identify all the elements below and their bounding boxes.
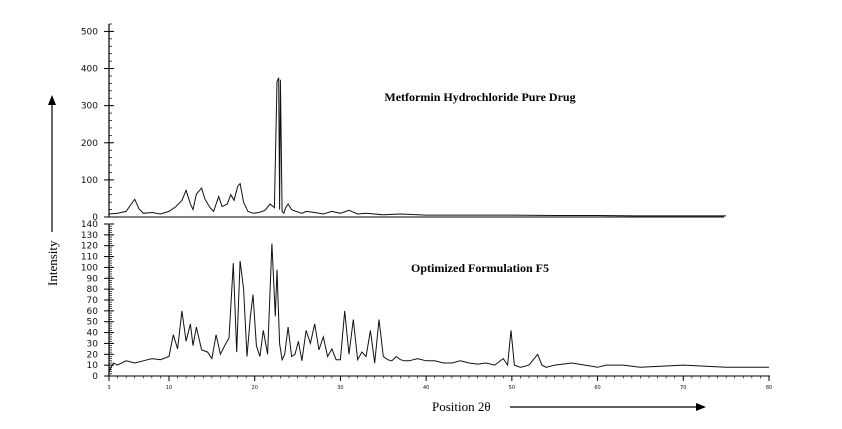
bottom-y-tick-label: 20 bbox=[87, 350, 99, 360]
bottom-y-tick-label: 100 bbox=[81, 263, 98, 273]
bottom-y-tick-label: 50 bbox=[87, 318, 99, 328]
bottom-y-tick-label: 0 bbox=[92, 372, 98, 382]
x-tick-label: 80 bbox=[766, 385, 772, 391]
top-panel: 0 100 200 300 400 500 Metformin Hydrochloride… bbox=[81, 23, 727, 223]
bottom-y-tick-label: 110 bbox=[81, 253, 98, 263]
x-axis-title-arrowhead-icon bbox=[696, 403, 706, 411]
x-tick-label: 60 bbox=[594, 385, 600, 391]
x-axis-title-group: Position 2θ bbox=[432, 399, 706, 414]
top-y-tick-label: 400 bbox=[81, 65, 98, 75]
bottom-y-tick-label: 80 bbox=[87, 285, 99, 295]
bottom-panel-title: Optimized Formulation F5 bbox=[411, 261, 549, 275]
bottom-y-tick-label: 130 bbox=[81, 231, 98, 241]
x-tick-label: 20 bbox=[252, 385, 258, 391]
bottom-series-line bbox=[108, 243, 769, 372]
x-tick-label: 3 bbox=[107, 385, 110, 391]
bottom-y-tick-label: 60 bbox=[87, 307, 99, 317]
bottom-y-tick-label: 40 bbox=[87, 329, 99, 339]
top-series-line bbox=[108, 77, 727, 217]
top-y-tick-label: 300 bbox=[81, 102, 98, 112]
bottom-y-tick-label: 140 bbox=[81, 220, 98, 230]
top-y-tick-label: 500 bbox=[81, 27, 98, 37]
y-axis-title: Intensity bbox=[45, 240, 60, 286]
x-tick-label: 70 bbox=[680, 385, 686, 391]
x-axis-title: Position 2θ bbox=[432, 399, 491, 414]
bottom-y-tick-label: 120 bbox=[81, 242, 98, 252]
top-y-tick-label: 200 bbox=[81, 139, 98, 149]
y-axis-title-arrowhead-icon bbox=[48, 95, 56, 105]
y-axis-title-group: Intensity bbox=[45, 95, 60, 286]
x-tick-label: 10 bbox=[166, 385, 172, 391]
x-tick-label: 40 bbox=[423, 385, 429, 391]
top-panel-title: Metformin Hydrochloride Pure Drug bbox=[384, 90, 575, 104]
bottom-y-tick-label: 30 bbox=[87, 339, 99, 349]
top-y-tick-label: 0 bbox=[92, 213, 98, 223]
x-tick-label: 50 bbox=[509, 385, 515, 391]
bottom-y-tick-label: 70 bbox=[87, 296, 99, 306]
bottom-y-tick-label: 10 bbox=[87, 361, 99, 371]
x-tick-label: 30 bbox=[337, 385, 343, 391]
bottom-y-tick-label: 90 bbox=[87, 274, 99, 284]
top-y-tick-label: 100 bbox=[81, 176, 98, 186]
